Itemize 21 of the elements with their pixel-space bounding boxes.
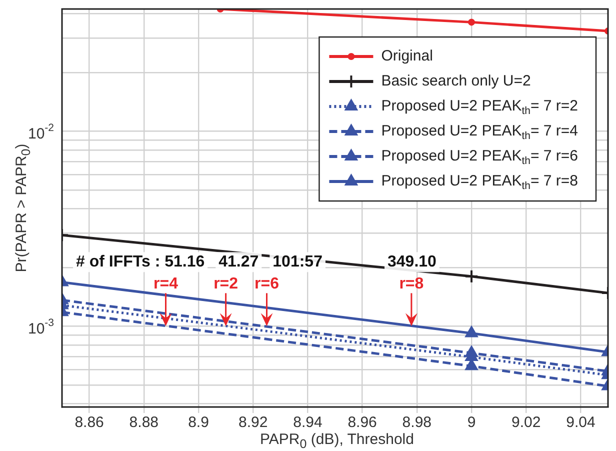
x-tick-label: 8.98 <box>402 414 432 432</box>
x-tick-label: 8.86 <box>74 414 104 432</box>
annotation: # of IFFTs : 51.16 <box>76 254 205 271</box>
annotation: 101:57 <box>272 254 323 271</box>
annotation: r=8 <box>399 276 424 293</box>
annotation: 41.27 <box>218 254 259 271</box>
annotation: r=4 <box>154 276 178 293</box>
x-tick-label: 8.9 <box>188 414 209 432</box>
x-tick-label: 8.88 <box>129 414 158 432</box>
annotation: 349.10 <box>388 254 437 271</box>
annotation: r=2 <box>214 276 238 293</box>
x-tick-label: 8.94 <box>293 414 322 432</box>
x-tick-label: 8.92 <box>238 414 268 432</box>
x-tick-label: 9.04 <box>566 414 596 432</box>
x-tick-label: 9 <box>467 414 476 432</box>
x-tick-label: 9.02 <box>512 414 541 432</box>
legend-label: Basic search only U=2 <box>381 72 531 90</box>
legend-label: Original <box>381 48 433 65</box>
x-axis-title: PAPR$_{0}$ (dB), Threshold <box>259 431 415 451</box>
x-tick-label: 8.96 <box>348 414 377 432</box>
annotation: r=6 <box>254 276 280 293</box>
